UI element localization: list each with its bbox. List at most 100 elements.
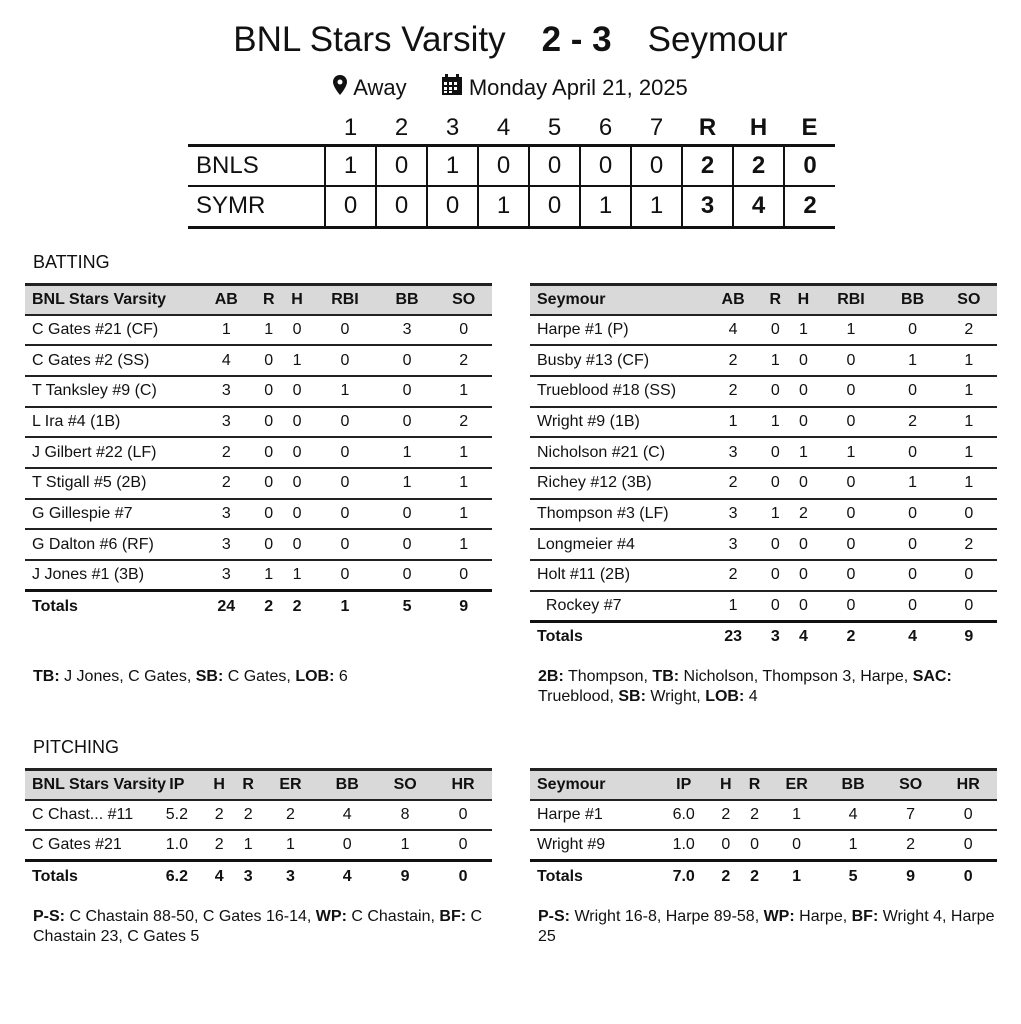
- player-name: Rockey #7: [530, 590, 705, 623]
- stat-cell: 0: [940, 590, 997, 623]
- note-value: C Chastain 88-50, C Gates 16-14,: [65, 908, 316, 925]
- column-header: H: [711, 768, 741, 801]
- stat-cell: 1: [768, 799, 825, 832]
- stat-cell: 1: [254, 314, 283, 347]
- game-date: Monday April 21, 2025: [468, 75, 688, 101]
- batting-table-home: BNL Stars Varsity AB R H RBI BB SO C Gates #21 …: [25, 283, 492, 622]
- stat-cell: 1: [761, 345, 790, 377]
- stat-cell: 1: [435, 437, 492, 469]
- total-cell: 2: [282, 589, 312, 622]
- stat-cell: 0: [282, 437, 312, 469]
- total-cell: 4: [789, 619, 818, 653]
- column-header: SO: [435, 283, 492, 316]
- stat-cell: 0: [884, 529, 941, 561]
- table-row: Wright #9 1.0 0 0 0 1 2 0: [530, 830, 997, 863]
- player-name: T Tanksley #9 (C): [25, 375, 198, 408]
- player-name: Harpe #1 (P): [530, 314, 705, 347]
- player-name: Richey #12 (3B): [530, 467, 705, 500]
- inning-header: R: [698, 114, 717, 142]
- total-cell: 9: [881, 859, 940, 892]
- table-row: G Dalton #6 (RF) 3 0 0 0 0 1: [25, 529, 492, 561]
- total-cell: 2: [711, 859, 741, 892]
- table-row: C Gates #21 (CF) 1 1 0 0 3 0: [25, 314, 492, 347]
- inning-score: 0: [783, 145, 835, 186]
- totals-label: Totals: [530, 619, 705, 653]
- pitching-heading: PITCHING: [33, 737, 120, 757]
- column-header: RBI: [817, 283, 885, 316]
- total-cell: 2: [740, 859, 769, 892]
- note-label: 2B:: [538, 668, 564, 685]
- column-header: HR: [434, 768, 492, 801]
- stat-cell: 1: [435, 375, 492, 408]
- column-header: SO: [881, 768, 940, 801]
- inning-header: 6: [598, 114, 613, 142]
- stat-cell: 0: [282, 467, 312, 500]
- table-row: G Gillespie #7 3 0 0 0 0 1: [25, 498, 492, 531]
- stat-cell: 0: [789, 529, 818, 561]
- total-cell: 3: [262, 859, 319, 892]
- inning-header: 5: [547, 114, 562, 142]
- column-header: BB: [318, 768, 377, 801]
- stat-cell: 0: [761, 590, 790, 623]
- player-name: Thompson #3 (LF): [530, 498, 705, 531]
- player-name: J Jones #1 (3B): [25, 560, 198, 593]
- note-value: J Jones, C Gates,: [59, 668, 196, 685]
- total-cell: 1: [311, 589, 379, 622]
- note-label: TB:: [33, 668, 60, 685]
- stat-cell: 0: [311, 560, 379, 593]
- inning-score: 1: [579, 186, 631, 227]
- table-header-row: BNL Stars Varsity IP H R ER BB SO HR: [25, 768, 492, 801]
- stat-cell: 2: [204, 830, 234, 863]
- table-row: Holt #11 (2B) 2 0 0 0 0 0: [530, 560, 997, 592]
- total-cell: 23: [705, 619, 762, 653]
- stat-cell: 7: [881, 799, 940, 832]
- player-name: Longmeier #4: [530, 529, 705, 561]
- stat-cell: 0: [884, 590, 941, 623]
- stat-cell: 1: [262, 830, 319, 863]
- total-cell: 0: [939, 859, 997, 892]
- stat-cell: 3: [705, 437, 762, 469]
- stat-cell: 3: [378, 314, 436, 347]
- table-row: Busby #13 (CF) 2 1 0 0 1 1: [530, 345, 997, 377]
- stat-cell: 0: [282, 498, 312, 531]
- note-label: P-S:: [33, 908, 65, 925]
- player-name: C Gates #21: [25, 830, 149, 863]
- stat-cell: 0: [282, 529, 312, 561]
- table-row: C Gates #2 (SS) 4 0 1 0 0 2: [25, 345, 492, 377]
- stat-cell: 1: [884, 345, 941, 377]
- stat-cell: 3: [198, 375, 255, 408]
- stat-cell: 0: [254, 345, 283, 377]
- note-value: Nicholson, Thompson 3, Harpe,: [679, 668, 913, 685]
- stat-cell: 1: [705, 590, 762, 623]
- total-cell: 4: [884, 619, 941, 653]
- stat-cell: 1: [940, 406, 997, 439]
- stat-cell: 3: [198, 560, 255, 593]
- note-label: P-S:: [538, 908, 570, 925]
- stat-cell: 0: [884, 437, 941, 469]
- total-cell: 5: [824, 859, 882, 892]
- stat-cell: 0: [435, 314, 492, 347]
- stat-cell: 0: [711, 830, 741, 863]
- note-value: Wright 4, Harpe 25: [538, 908, 999, 945]
- stat-cell: 1: [378, 437, 436, 469]
- location: Away: [353, 75, 407, 101]
- stat-cell: 0: [378, 560, 436, 593]
- inning-header: 4: [496, 114, 511, 142]
- stat-cell: 0: [311, 529, 379, 561]
- stat-cell: 1: [376, 830, 435, 863]
- stat-cell: 2: [940, 529, 997, 561]
- stat-cell: 1: [940, 467, 997, 500]
- stat-cell: 1: [435, 498, 492, 531]
- note-value: Harpe,: [794, 908, 852, 925]
- stat-cell: 1: [282, 560, 312, 593]
- stat-cell: 0: [311, 345, 379, 377]
- stat-cell: 1: [254, 560, 283, 593]
- stat-cell: 1: [940, 345, 997, 377]
- inning-header: E: [801, 114, 818, 142]
- player-name: Wright #9: [530, 830, 656, 863]
- stat-cell: 1.0: [656, 830, 712, 863]
- stat-cell: 0: [884, 314, 941, 347]
- final-score: 2 - 3: [541, 20, 612, 59]
- stat-cell: 4: [824, 799, 882, 832]
- inning-header: 1: [343, 114, 358, 142]
